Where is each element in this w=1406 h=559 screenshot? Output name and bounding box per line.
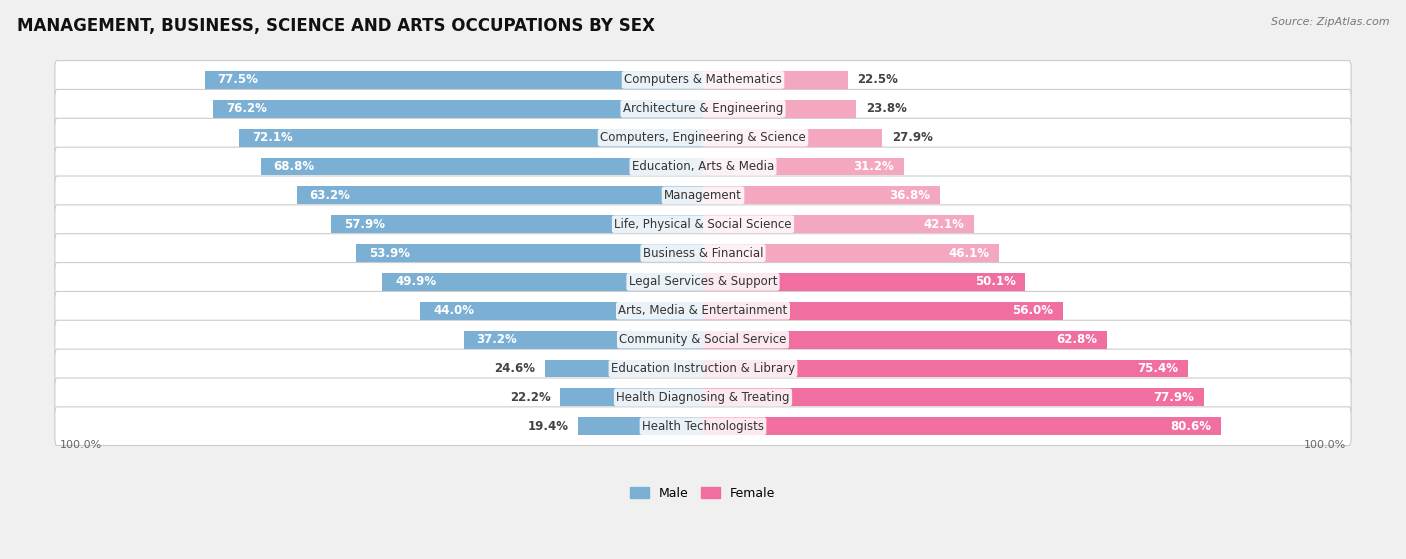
Text: 80.6%: 80.6% — [1171, 420, 1212, 433]
FancyBboxPatch shape — [55, 291, 1351, 330]
Text: Education Instruction & Library: Education Instruction & Library — [612, 362, 794, 375]
Text: 100.0%: 100.0% — [60, 440, 103, 450]
Bar — [420, 302, 703, 320]
Bar — [544, 359, 703, 377]
Bar — [703, 273, 1025, 291]
Text: 53.9%: 53.9% — [370, 247, 411, 259]
Bar — [703, 158, 904, 176]
Bar — [214, 100, 703, 118]
Text: 100.0%: 100.0% — [1303, 440, 1346, 450]
Bar — [703, 71, 848, 89]
Bar — [297, 186, 703, 204]
FancyBboxPatch shape — [55, 263, 1351, 301]
Bar — [560, 389, 703, 406]
Text: Computers, Engineering & Science: Computers, Engineering & Science — [600, 131, 806, 144]
Text: 50.1%: 50.1% — [974, 276, 1015, 288]
Text: 76.2%: 76.2% — [226, 102, 267, 115]
Text: MANAGEMENT, BUSINESS, SCIENCE AND ARTS OCCUPATIONS BY SEX: MANAGEMENT, BUSINESS, SCIENCE AND ARTS O… — [17, 17, 655, 35]
Text: 36.8%: 36.8% — [889, 189, 929, 202]
Bar — [703, 359, 1188, 377]
Bar — [703, 331, 1107, 349]
FancyBboxPatch shape — [55, 89, 1351, 128]
Bar — [703, 244, 1000, 262]
Text: 22.5%: 22.5% — [858, 73, 898, 87]
Bar — [703, 186, 939, 204]
Text: 23.8%: 23.8% — [866, 102, 907, 115]
Bar — [205, 71, 703, 89]
Bar — [357, 244, 703, 262]
Text: 68.8%: 68.8% — [274, 160, 315, 173]
Text: 27.9%: 27.9% — [891, 131, 934, 144]
Text: 63.2%: 63.2% — [309, 189, 350, 202]
FancyBboxPatch shape — [55, 176, 1351, 215]
Text: 46.1%: 46.1% — [949, 247, 990, 259]
Text: 19.4%: 19.4% — [527, 420, 568, 433]
Bar — [578, 417, 703, 435]
Bar — [260, 158, 703, 176]
Text: 72.1%: 72.1% — [252, 131, 292, 144]
Text: 44.0%: 44.0% — [433, 304, 474, 318]
Text: 49.9%: 49.9% — [395, 276, 436, 288]
FancyBboxPatch shape — [55, 119, 1351, 157]
Bar — [703, 100, 856, 118]
Bar — [703, 129, 883, 146]
Bar — [703, 389, 1204, 406]
Text: Health Technologists: Health Technologists — [643, 420, 763, 433]
Text: Legal Services & Support: Legal Services & Support — [628, 276, 778, 288]
Bar — [703, 215, 974, 233]
Text: 24.6%: 24.6% — [494, 362, 536, 375]
Text: 31.2%: 31.2% — [853, 160, 894, 173]
Text: 42.1%: 42.1% — [924, 217, 965, 231]
Bar — [464, 331, 703, 349]
Text: 77.9%: 77.9% — [1153, 391, 1194, 404]
Text: 62.8%: 62.8% — [1056, 333, 1097, 346]
FancyBboxPatch shape — [55, 147, 1351, 186]
Text: Education, Arts & Media: Education, Arts & Media — [631, 160, 775, 173]
FancyBboxPatch shape — [55, 60, 1351, 100]
Text: Business & Financial: Business & Financial — [643, 247, 763, 259]
Bar — [382, 273, 703, 291]
Text: Arts, Media & Entertainment: Arts, Media & Entertainment — [619, 304, 787, 318]
Text: Management: Management — [664, 189, 742, 202]
Text: 22.2%: 22.2% — [510, 391, 551, 404]
FancyBboxPatch shape — [55, 349, 1351, 388]
FancyBboxPatch shape — [55, 234, 1351, 272]
Text: Health Diagnosing & Treating: Health Diagnosing & Treating — [616, 391, 790, 404]
FancyBboxPatch shape — [55, 407, 1351, 446]
Text: Computers & Mathematics: Computers & Mathematics — [624, 73, 782, 87]
Text: Architecture & Engineering: Architecture & Engineering — [623, 102, 783, 115]
FancyBboxPatch shape — [55, 205, 1351, 244]
Text: Community & Social Service: Community & Social Service — [619, 333, 787, 346]
Bar — [703, 302, 1063, 320]
Text: Source: ZipAtlas.com: Source: ZipAtlas.com — [1271, 17, 1389, 27]
FancyBboxPatch shape — [55, 320, 1351, 359]
Text: 75.4%: 75.4% — [1137, 362, 1178, 375]
Text: 77.5%: 77.5% — [218, 73, 259, 87]
Text: 37.2%: 37.2% — [477, 333, 517, 346]
Text: 56.0%: 56.0% — [1012, 304, 1053, 318]
Text: Life, Physical & Social Science: Life, Physical & Social Science — [614, 217, 792, 231]
Bar — [703, 417, 1222, 435]
FancyBboxPatch shape — [55, 378, 1351, 416]
Text: 57.9%: 57.9% — [343, 217, 385, 231]
Legend: Male, Female: Male, Female — [626, 482, 780, 505]
Bar — [330, 215, 703, 233]
Bar — [239, 129, 703, 146]
